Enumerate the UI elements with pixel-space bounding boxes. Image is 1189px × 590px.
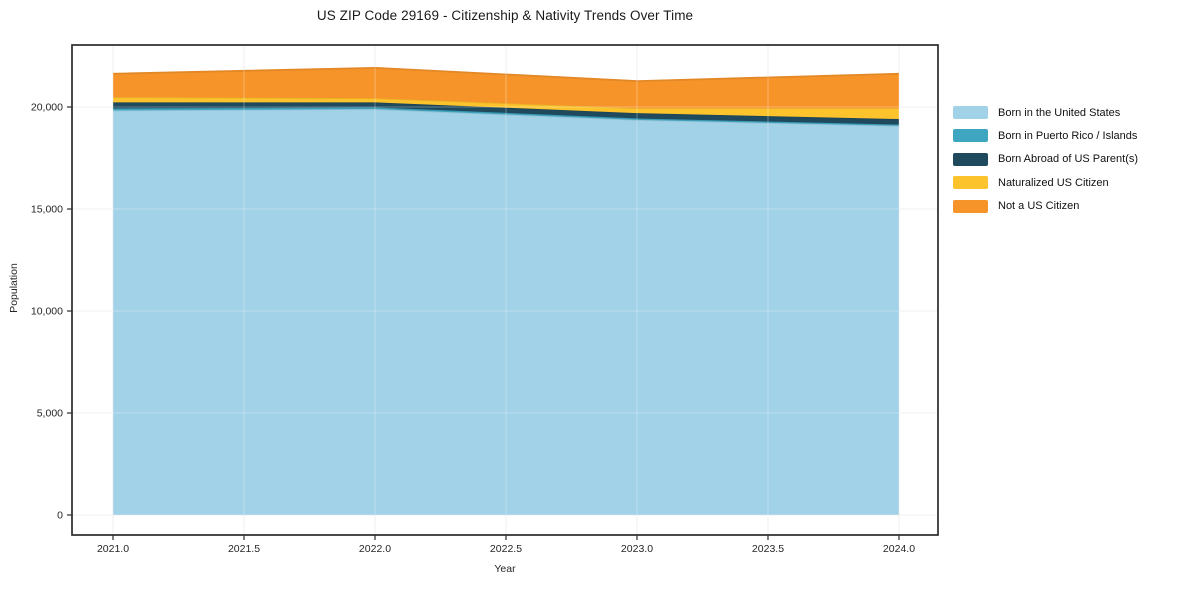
area-band-edge	[112, 66, 900, 83]
x-tick-label: 2023.0	[621, 543, 653, 555]
area-band-edge	[112, 108, 900, 127]
area-band	[113, 109, 899, 516]
legend-item: Born in the United States	[953, 106, 1138, 119]
x-tick-label: 2021.0	[97, 543, 129, 555]
y-tick-label: 0	[57, 510, 63, 522]
y-axis-label: Population	[8, 263, 20, 313]
area-band	[113, 107, 899, 126]
x-tick-label: 2024.0	[883, 543, 915, 555]
legend-label: Born in Puerto Rico / Islands	[998, 129, 1138, 142]
legend-label: Born in the United States	[998, 106, 1121, 119]
legend-label: Naturalized US Citizen	[998, 176, 1109, 189]
x-axis-label: Year	[494, 563, 516, 575]
x-tick-label: 2021.5	[228, 543, 260, 555]
legend-swatch	[953, 152, 988, 166]
legend-swatch	[953, 129, 988, 143]
legend: Born in the United States Born in Puerto …	[953, 106, 1138, 223]
area-band	[113, 67, 899, 109]
legend-item: Born in Puerto Rico / Islands	[953, 129, 1138, 143]
legend-label: Born Abroad of US Parent(s)	[998, 153, 1139, 166]
legend-swatch	[953, 176, 988, 190]
y-tick-label: 5,000	[37, 408, 63, 420]
y-tick-label: 15,000	[31, 204, 63, 216]
area-band	[113, 102, 899, 125]
legend-swatch	[953, 199, 988, 213]
x-tick-label: 2022.0	[359, 543, 391, 555]
area-band	[113, 97, 899, 120]
legend-label: Not a US Citizen	[998, 200, 1080, 213]
legend-item: Born Abroad of US Parent(s)	[953, 152, 1139, 166]
x-tick-label: 2022.5	[490, 543, 522, 555]
x-tick-label: 2023.5	[752, 543, 784, 555]
legend-item: Naturalized US Citizen	[953, 176, 1138, 190]
legend-item: Not a US Citizen	[953, 199, 1138, 213]
y-tick-label: 10,000	[31, 306, 63, 318]
chart-title: US ZIP Code 29169 - Citizenship & Nativi…	[316, 8, 694, 23]
area-band-edge	[112, 106, 900, 126]
y-tick-label: 20,000	[31, 102, 63, 114]
legend-swatch	[953, 106, 988, 119]
plot-frame	[71, 44, 939, 536]
